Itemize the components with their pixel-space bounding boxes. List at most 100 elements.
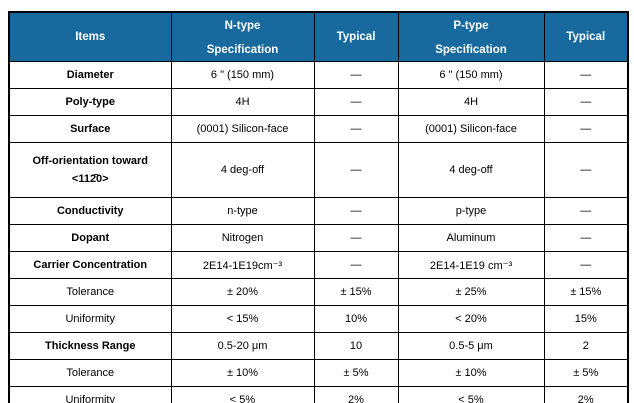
ptype-typical-cell: — [543, 61, 629, 89]
header-row: Items N-type Specification Typical P-typ… [8, 11, 629, 62]
ntype-label: N-type [224, 19, 261, 32]
item-cell: Poly-type [8, 88, 172, 116]
ntype-spec-cell: ± 20% [170, 278, 315, 306]
ptype-typical-cell: — [543, 88, 629, 116]
ntype-spec-cell: 4H [170, 88, 315, 116]
ptype-typical-cell: — [543, 251, 629, 279]
item-label: Uniformity [65, 394, 115, 403]
ntype-spec-cell: 4 deg-off [170, 142, 315, 198]
ptype-typical-cell: 2 [543, 332, 629, 360]
ntype-typical-cell: — [313, 142, 399, 198]
ntype-spec-cell: 0.5-20 μm [170, 332, 315, 360]
ntype-typical-cell: 10% [313, 305, 399, 333]
item-cell: Tolerance [8, 278, 172, 306]
item-label: Surface [70, 123, 111, 135]
table-row: Dopant Nitrogen — Aluminum — [8, 224, 629, 252]
table-row: Thickness Range 0.5-20 μm 10 0.5-5 μm 2 [8, 332, 629, 360]
item-label: Dopant [71, 232, 110, 244]
item-label: Diameter [66, 69, 114, 81]
ptype-spec-cell: Aluminum [397, 224, 545, 252]
table-row: Conductivity n-type — p-type — [8, 197, 629, 225]
ptype-typical-cell: ± 5% [543, 359, 629, 387]
ntype-typical-cell: ± 5% [313, 359, 399, 387]
spec-table: Items N-type Specification Typical P-typ… [8, 11, 629, 403]
ntype-spec-label: Specification [206, 43, 279, 56]
ptype-spec-cell: 0.5-5 μm [397, 332, 545, 360]
ptype-typical-cell: 2% [543, 386, 629, 403]
table-row: Carrier Concentration 2E14-1E19cm⁻³ — 2E… [8, 251, 629, 279]
item-cell: Uniformity [8, 386, 172, 403]
col-header-items: Items [8, 11, 172, 62]
ptype-typical-cell: ± 15% [543, 278, 629, 306]
ptype-spec-cell: (0001) Silicon-face [397, 115, 545, 143]
item-cell: Conductivity [8, 197, 172, 225]
table-row: Poly-type 4H — 4H — [8, 88, 629, 116]
item-cell: Carrier Concentration [8, 251, 172, 279]
ntype-spec-cell: 6 " (150 mm) [170, 61, 315, 89]
ntype-spec-cell: < 5% [170, 386, 315, 403]
ntype-typical-cell: — [313, 224, 399, 252]
ntype-spec-cell: (0001) Silicon-face [170, 115, 315, 143]
ptype-typical-cell: — [543, 224, 629, 252]
ntype-typical-cell: — [313, 251, 399, 279]
ntype-spec-cell: ± 10% [170, 359, 315, 387]
table-body: Diameter 6 " (150 mm) — 6 " (150 mm) — P… [8, 61, 629, 403]
col-header-typical-p: Typical [543, 11, 629, 62]
table-row: Uniformity < 5% 2% < 5% 2% [8, 386, 629, 403]
ntype-typical-cell: 10 [313, 332, 399, 360]
ntype-typical-cell: 2% [313, 386, 399, 403]
table-header: Items N-type Specification Typical P-typ… [8, 11, 629, 62]
table-row: Off-orientation toward <112̄0> 4 deg-off… [8, 142, 629, 198]
table-row: Diameter 6 " (150 mm) — 6 " (150 mm) — [8, 61, 629, 89]
ptype-spec-cell: < 20% [397, 305, 545, 333]
ptype-spec-cell: 4 deg-off [397, 142, 545, 198]
ptype-spec-cell: < 5% [397, 386, 545, 403]
item-label: Carrier Concentration [33, 259, 148, 271]
ptype-spec-cell: 4H [397, 88, 545, 116]
ptype-spec-label: Specification [435, 43, 507, 56]
ptype-spec-cell: p-type [397, 197, 545, 225]
item-cell: Thickness Range [8, 332, 172, 360]
ptype-spec-cell: ± 10% [397, 359, 545, 387]
col-header-typical-n: Typical [313, 11, 399, 62]
item-cell: Diameter [8, 61, 172, 89]
ntype-spec-cell: Nitrogen [170, 224, 315, 252]
ntype-typical-cell: — [313, 88, 399, 116]
table-row: Tolerance ± 20% ± 15% ± 25% ± 15% [8, 278, 629, 306]
ntype-typical-cell: — [313, 61, 399, 89]
ptype-typical-cell: — [543, 115, 629, 143]
ntype-typical-cell: — [313, 197, 399, 225]
ntype-typical-cell: — [313, 115, 399, 143]
item-label: Tolerance [66, 367, 115, 379]
ntype-spec-cell: 2E14-1E19cm⁻³ [170, 251, 315, 279]
item-cell: Dopant [8, 224, 172, 252]
item-cell: Tolerance [8, 359, 172, 387]
ptype-typical-cell: — [543, 197, 629, 225]
item-label-line2: <112̄0> [71, 173, 109, 185]
ntype-spec-cell: n-type [170, 197, 315, 225]
ntype-spec-cell: < 15% [170, 305, 315, 333]
item-label: Off-orientation toward [32, 155, 149, 167]
item-cell: Off-orientation toward <112̄0> [8, 142, 172, 198]
item-label: Thickness Range [45, 340, 136, 352]
item-cell: Uniformity [8, 305, 172, 333]
typical-n-label: Typical [336, 31, 376, 43]
ptype-typical-cell: — [543, 142, 629, 198]
ptype-spec-cell: 6 " (150 mm) [397, 61, 545, 89]
typical-p-label: Typical [566, 31, 606, 43]
ptype-spec-cell: ± 25% [397, 278, 545, 306]
item-cell: Surface [8, 115, 172, 143]
ptype-label: P-type [453, 19, 489, 32]
ntype-typical-cell: ± 15% [313, 278, 399, 306]
ptype-typical-cell: 15% [543, 305, 629, 333]
col-header-items-label: Items [75, 31, 106, 43]
table-row: Tolerance ± 10% ± 5% ± 10% ± 5% [8, 359, 629, 387]
table-row: Surface (0001) Silicon-face — (0001) Sil… [8, 115, 629, 143]
item-label: Tolerance [66, 286, 115, 298]
table-row: Uniformity < 15% 10% < 20% 15% [8, 305, 629, 333]
col-header-ptype-spec: P-type Specification [397, 11, 545, 62]
ptype-spec-cell: 2E14-1E19 cm⁻³ [397, 251, 545, 279]
item-label: Poly-type [65, 96, 115, 108]
col-header-ntype-spec: N-type Specification [170, 11, 315, 62]
